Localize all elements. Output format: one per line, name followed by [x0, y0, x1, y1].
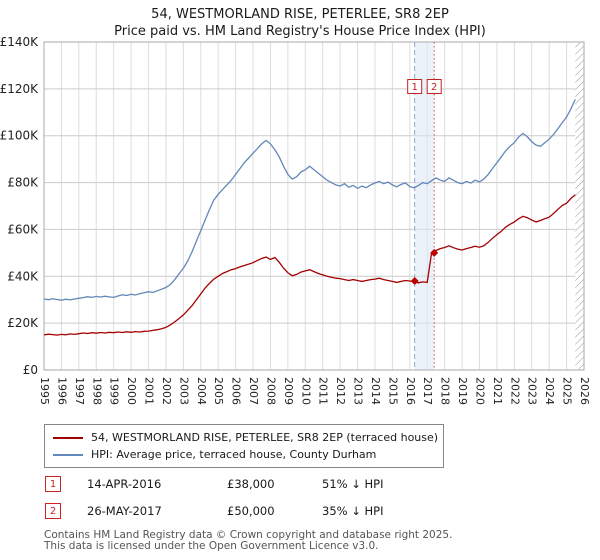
legend-label-property: 54, WESTMORLAND RISE, PETERLEE, SR8 2EP …	[91, 431, 439, 444]
x-axis-label: 2008	[264, 377, 277, 405]
x-axis-label: 2026	[578, 377, 591, 405]
sale-annotation-2: 2 26-MAY-2017 £50,000 35% ↓ HPI	[45, 503, 565, 519]
plot-frame	[43, 41, 585, 371]
y-axis-label: £60K	[7, 222, 39, 236]
y-axis-label: £40K	[7, 269, 39, 283]
legend-item-hpi: HPI: Average price, terraced house, Coun…	[53, 446, 435, 463]
x-axis-label: 2005	[212, 377, 225, 405]
sale-event-number-box	[426, 79, 442, 95]
x-axis-label: 2025	[561, 377, 574, 405]
sale-2-date: 26-MAY-2017	[87, 504, 162, 518]
sale-event-number: 2	[431, 82, 437, 93]
property-series-line	[43, 194, 576, 336]
x-axis-label: 2021	[491, 377, 504, 405]
x-axis-label: 2019	[456, 377, 469, 405]
x-axis-label: 2022	[508, 377, 521, 405]
legend-label-hpi: HPI: Average price, terraced house, Coun…	[91, 448, 377, 461]
sale-1-price: £38,000	[227, 477, 275, 491]
x-axis-label: 2015	[386, 377, 399, 405]
sale-event-number-box	[407, 79, 423, 95]
x-axis-label: 2004	[195, 377, 208, 405]
x-axis-label: 2014	[369, 377, 382, 405]
sale-2-marker: 2	[45, 503, 61, 519]
sale-point-marker	[430, 248, 439, 257]
y-axis-label: £100K	[0, 129, 39, 143]
x-axis-label: 2001	[143, 377, 156, 405]
x-axis-label: 1998	[90, 377, 103, 405]
hpi-series-line	[43, 99, 576, 301]
x-axis-label: 2007	[247, 377, 260, 405]
copyright-line: Contains HM Land Registry data © Crown c…	[44, 529, 453, 541]
x-axis-label: 1996	[55, 377, 68, 405]
y-axis-label: £120K	[0, 82, 39, 96]
x-axis-label: 2002	[160, 377, 173, 405]
x-axis-label: 2016	[404, 377, 417, 405]
y-axis-label: £20K	[7, 316, 39, 330]
sale-point-marker	[410, 276, 419, 285]
sale-2-hpi-diff: 35% ↓ HPI	[322, 504, 384, 518]
legend: 54, WESTMORLAND RISE, PETERLEE, SR8 2EP …	[44, 424, 444, 468]
future-hatch-region	[575, 42, 584, 370]
x-axis-label: 2000	[125, 377, 138, 405]
y-axis-label: £0	[23, 363, 38, 377]
x-axis-label: 2006	[230, 377, 243, 405]
sale-annotation-1: 1 14-APR-2016 £38,000 51% ↓ HPI	[45, 476, 565, 492]
y-axis-label: £140K	[0, 35, 39, 49]
x-axis-label: 1999	[108, 377, 121, 405]
legend-line-red	[53, 436, 83, 439]
legend-item-property: 54, WESTMORLAND RISE, PETERLEE, SR8 2EP …	[53, 429, 439, 446]
x-axis-label: 2012	[334, 377, 347, 405]
x-axis-label: 2003	[177, 377, 190, 405]
legend-line-blue	[53, 453, 83, 456]
x-axis-label: 1997	[73, 377, 86, 405]
sale-1-hpi-diff: 51% ↓ HPI	[322, 477, 384, 491]
x-axis-label: 2011	[317, 377, 330, 405]
x-axis-label: 2010	[299, 377, 312, 405]
sale-2-price: £50,000	[227, 504, 275, 518]
y-axis-label: £80K	[7, 176, 39, 190]
price-history-chart: £0 £20K £40K £60K £80K £100K £120K £140K 1995 199…	[0, 35, 591, 405]
x-axis-label: 2013	[352, 377, 365, 405]
chart-title: 54, WESTMORLAND RISE, PETERLEE, SR8 2EP	[151, 7, 449, 22]
event-band	[414, 42, 435, 370]
licence-line: This data is licensed under the Open Gov…	[44, 540, 379, 552]
x-axis-label: 2018	[439, 377, 452, 405]
x-axis-label: 2009	[282, 377, 295, 405]
x-axis-label: 2020	[473, 377, 486, 405]
sale-event-number: 1	[411, 82, 417, 93]
sale-1-date: 14-APR-2016	[87, 477, 162, 491]
x-axis-label: 2024	[543, 377, 556, 405]
x-axis-label: 2023	[526, 377, 539, 405]
chart-subtitle: Price paid vs. HM Land Registry's House …	[114, 24, 486, 39]
x-axis-label: 2017	[421, 377, 434, 405]
sale-1-marker: 1	[45, 476, 61, 492]
x-axis-label: 1995	[38, 377, 51, 405]
